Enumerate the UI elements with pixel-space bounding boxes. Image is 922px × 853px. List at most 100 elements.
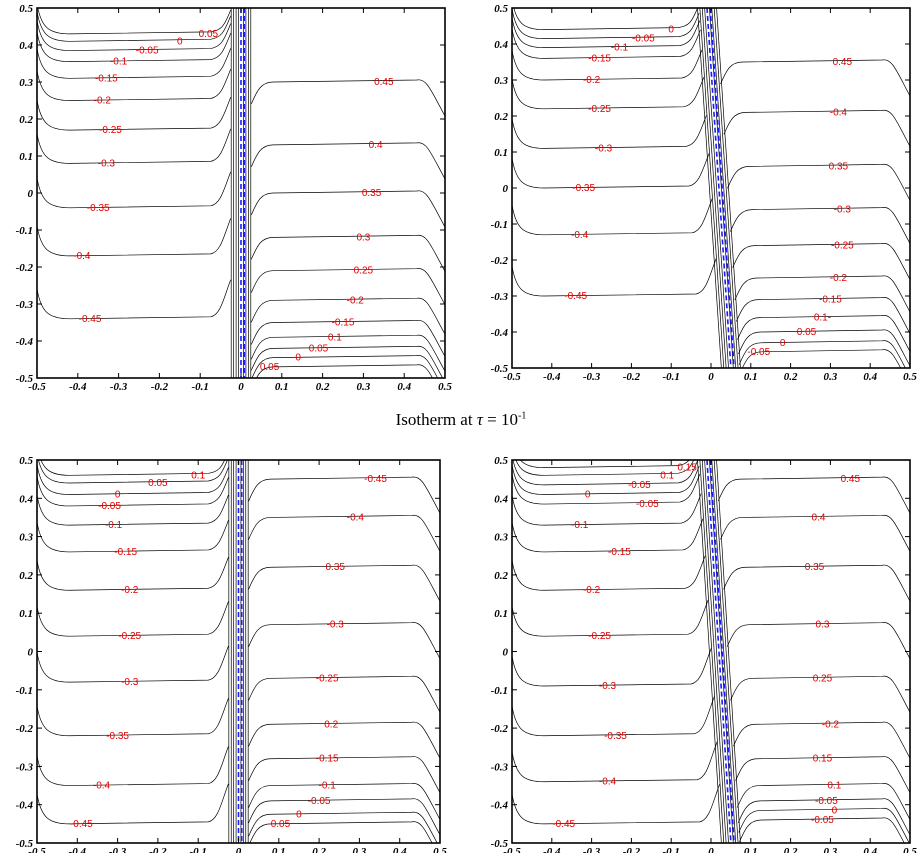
isotherm-line-left <box>37 128 232 164</box>
isotherm-line-left <box>512 460 699 486</box>
contour-label: 0.05 <box>797 327 817 338</box>
contour-label: -0.15 <box>316 754 339 765</box>
contour-label: 0.1 <box>328 332 342 343</box>
contour-label: -0.1 <box>110 57 128 68</box>
isotherm-line-left <box>513 8 698 30</box>
isotherm-line-interface <box>704 8 729 368</box>
isotherm-line-left <box>37 48 232 79</box>
contour-label: 0 <box>585 489 591 500</box>
contour-label: -0.05 <box>632 34 655 45</box>
contour-label: -0.15 <box>114 547 137 558</box>
isotherm-line-left <box>512 258 717 297</box>
y-tick-label: -0.4 <box>16 800 34 812</box>
plot-area <box>37 8 445 378</box>
contour-label: -0.1 <box>571 520 589 531</box>
isotherm-line-right <box>248 564 440 602</box>
contour-label: 0.4 <box>812 512 826 523</box>
isotherm-line-right <box>732 243 910 280</box>
isotherm-line-left <box>512 28 701 59</box>
contour-label: 0.3 <box>815 620 829 631</box>
plot-area <box>512 8 910 368</box>
isotherm-line-left <box>515 460 695 476</box>
x-tick-label: -0.5 <box>28 381 46 393</box>
contour-label: -0.45 <box>564 291 587 302</box>
isotherm-line-right <box>735 756 910 793</box>
x-tick-label: -0.3 <box>583 371 601 383</box>
isotherm-line-right <box>736 783 910 820</box>
isotherm-line-left <box>37 8 232 35</box>
y-tick-label: 0.3 <box>494 532 508 544</box>
y-tick-label: -0.1 <box>16 225 33 237</box>
isotherm-line-interface <box>711 460 737 843</box>
contour-label: 0.05 <box>260 362 280 373</box>
isotherm-line-left <box>37 475 229 507</box>
isotherm-line-left <box>512 648 712 687</box>
isotherm-line-left <box>37 218 232 257</box>
contour-label: -0.4 <box>73 251 91 262</box>
contour-label: -0.05 <box>98 501 121 512</box>
isotherm-line-right <box>248 783 440 820</box>
y-tick-label: 0 <box>28 647 34 659</box>
y-tick-label: 0.2 <box>19 114 33 126</box>
y-tick-label: -0.2 <box>491 723 509 735</box>
isotherm-line-interface <box>713 8 739 368</box>
contour-label: -0.35 <box>604 731 627 742</box>
isotherm-line-right <box>249 821 433 843</box>
contour-label: -0.3 <box>599 681 617 692</box>
y-tick-label: -0.2 <box>16 262 34 274</box>
contour-label: -0.05 <box>815 796 838 807</box>
x-tick-label: 0 <box>708 846 714 853</box>
caption-exponent: -1 <box>518 410 527 422</box>
contour-label: -0.15 <box>332 318 355 329</box>
contour-label: 0 <box>780 338 786 349</box>
isotherm-line-right <box>720 59 910 97</box>
y-tick-label: -0.4 <box>491 327 509 339</box>
y-tick-label: 0.1 <box>494 608 508 620</box>
x-tick-label: -0.4 <box>543 371 561 383</box>
isotherm-line-right <box>738 808 910 843</box>
contour-label: -0.2 <box>830 273 848 284</box>
x-tick-label: 0.1 <box>744 846 758 853</box>
isotherm-line-left <box>512 8 700 39</box>
y-tick-label: 0.3 <box>494 75 508 87</box>
x-tick-label: 0.5 <box>438 381 452 393</box>
isotherm-line-left <box>37 171 232 209</box>
x-tick-label: -0.1 <box>662 371 679 383</box>
x-tick-label: -0.4 <box>69 846 87 853</box>
isotherm-line-interface <box>704 460 729 843</box>
x-tick-label: 0 <box>708 371 714 383</box>
x-tick-label: 0.2 <box>316 381 330 393</box>
contour-label: -0.2 <box>94 96 112 107</box>
contour-label: -0.35 <box>106 731 129 742</box>
x-tick-label: 0 <box>236 846 242 853</box>
isotherm-line-left <box>37 601 229 637</box>
contour-label: -0.45 <box>79 314 102 325</box>
figure-caption: Isotherm at τ = 10-1 <box>0 410 922 430</box>
isotherm-line-left <box>37 464 229 495</box>
isotherm-line-interface <box>716 8 741 368</box>
isotherm-line-left <box>37 96 232 131</box>
isotherm-line-right <box>248 756 440 793</box>
isotherm-line-right <box>251 355 439 378</box>
contour-label: -0.4 <box>347 512 365 523</box>
contour-label: -0.1 <box>105 520 123 531</box>
isotherm-line-left <box>512 555 706 591</box>
y-tick-label: -0.5 <box>16 373 34 385</box>
isotherm-line-right <box>737 798 910 836</box>
isotherm-line-right <box>248 515 440 552</box>
isotherm-line-left <box>40 460 226 476</box>
contour-label: 0.15 <box>677 463 697 474</box>
y-tick-label: 0 <box>28 188 34 200</box>
isotherm-line-right <box>738 340 906 368</box>
contour-label: -0.15 <box>608 547 631 558</box>
x-tick-label: 0.3 <box>824 846 838 853</box>
phase-interface-line <box>706 8 732 368</box>
contour-label: -0.45 <box>552 819 575 830</box>
isotherm-line-interface <box>711 8 737 368</box>
caption-eq: = 10 <box>482 410 519 429</box>
y-tick-label: -0.5 <box>16 838 34 850</box>
contour-label: 0.25 <box>813 673 833 684</box>
contour-label: -0.4 <box>830 107 848 118</box>
isotherm-line-right <box>738 329 910 367</box>
isotherm-line-left <box>512 115 707 149</box>
